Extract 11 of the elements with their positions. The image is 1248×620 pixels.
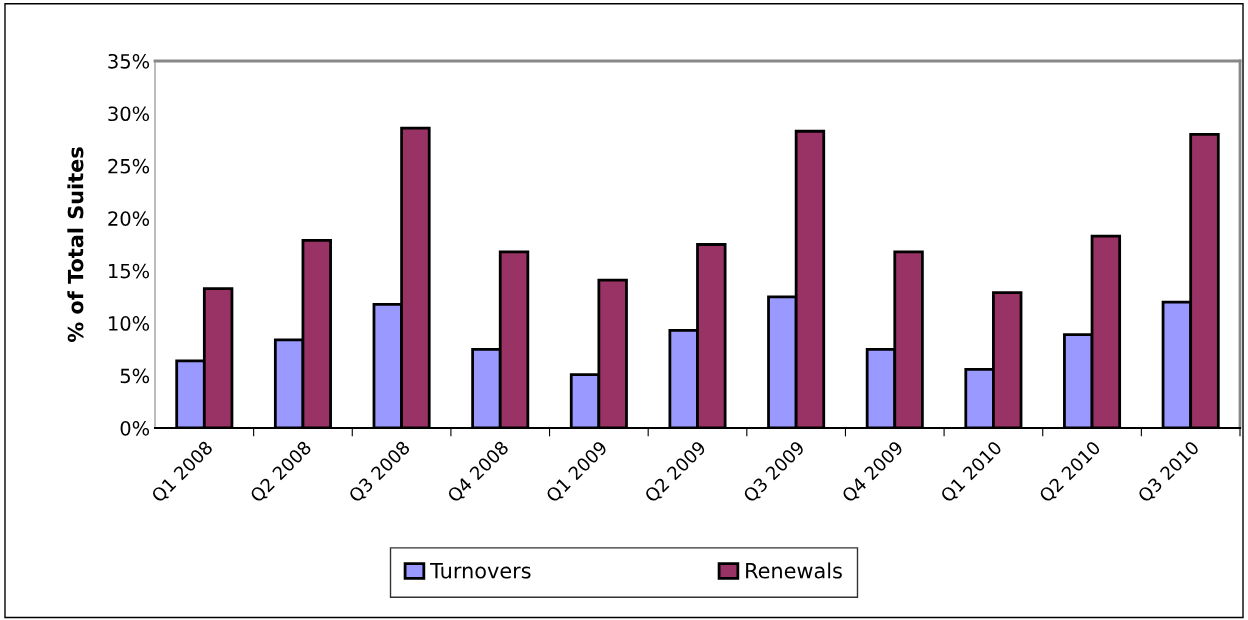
- y-tick-label: 10%: [109, 316, 150, 331]
- y-tick-label: 15%: [109, 263, 150, 279]
- y-tick-label: 5%: [120, 368, 150, 384]
- y-tick-label: 20%: [108, 211, 150, 226]
- legend-label: Turnovers: [430, 563, 531, 579]
- y-tick-label: 30%: [108, 106, 150, 122]
- y-tick-label: 25%: [108, 158, 150, 174]
- y-axis-title: % of Total Suites: [67, 147, 84, 343]
- y-tick-label: 35%: [108, 53, 150, 69]
- y-tick-label: 0%: [120, 420, 150, 436]
- legend-label: Renewals: [746, 562, 842, 579]
